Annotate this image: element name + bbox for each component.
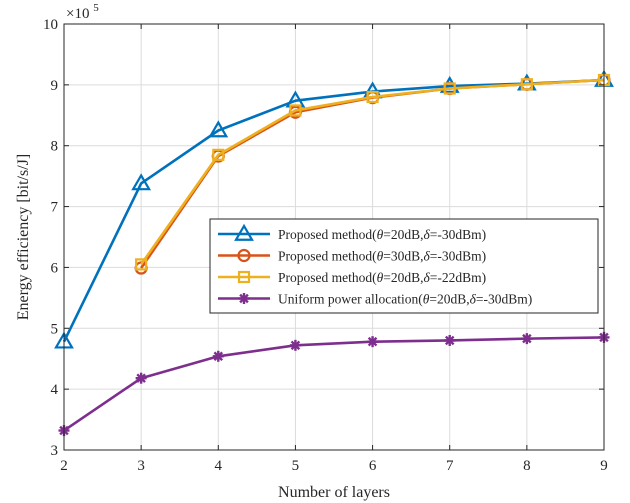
- legend-label: Proposed method(θ=20dB,δ=-22dBm): [278, 270, 486, 285]
- legend-label-part: =-30dBm): [430, 249, 486, 264]
- legend-label: Uniform power allocation(θ=20dB,δ=-30dBm…: [278, 292, 532, 307]
- x-tick-label: 4: [215, 458, 223, 474]
- data-point-marker: [135, 258, 148, 271]
- data-point-marker: [131, 173, 152, 191]
- legend-label-part: θ: [423, 292, 430, 307]
- y-tick-label: 6: [51, 260, 59, 276]
- series-line: [140, 78, 605, 266]
- x-tick-label: 5: [292, 458, 300, 474]
- asterisk-core: [138, 375, 144, 381]
- x-tick-label: 2: [60, 458, 68, 474]
- asterisk-core: [241, 296, 247, 301]
- y-tick-label: 8: [51, 139, 59, 155]
- data-point-marker: [212, 148, 225, 161]
- x-axis-title: Number of layers: [278, 484, 390, 501]
- asterisk-core: [447, 338, 452, 343]
- data-point-marker: [208, 120, 229, 138]
- legend-label: Proposed method(θ=20dB,δ=-30dBm): [278, 227, 486, 242]
- legend-entry: Proposed method(θ=30dB,δ=-30dBm): [218, 249, 486, 264]
- legend-label-part: δ: [424, 249, 431, 264]
- y-tick-label: 5: [51, 321, 59, 337]
- legend-label-part: =-22dBm): [430, 270, 486, 285]
- legend-label-part: =20dB,: [383, 227, 423, 242]
- legend-label-part: θ: [377, 249, 384, 264]
- legend-label: Proposed method(θ=30dB,δ=-30dBm): [278, 249, 486, 264]
- data-point-marker: [289, 339, 301, 351]
- legend-swatch-marker: [237, 270, 251, 284]
- legend-label-part: Uniform power allocation(: [278, 292, 423, 307]
- asterisk-core: [216, 354, 221, 359]
- y-exponent-base: ×10: [66, 6, 89, 22]
- legend-label-part: =-30dBm): [430, 227, 486, 242]
- legend: Proposed method(θ=20dB,δ=-30dBm)Proposed…: [209, 218, 599, 314]
- legend-label-part: =20dB,: [383, 270, 423, 285]
- asterisk-core: [293, 343, 298, 348]
- legend-label-part: Proposed method(: [278, 270, 377, 285]
- legend-label-part: θ: [377, 270, 384, 285]
- y-tick-label: 10: [43, 17, 58, 33]
- legend-swatch-marker: [234, 223, 254, 241]
- legend-label-part: Proposed method(: [278, 249, 377, 264]
- data-point-marker: [521, 333, 533, 345]
- series-3: [135, 73, 611, 271]
- asterisk-core: [370, 339, 375, 344]
- data-point-marker: [135, 372, 147, 384]
- y-axis-title: Energy efficiency [bit/s/J]: [15, 154, 32, 320]
- legend-swatch-marker: [237, 248, 251, 263]
- legend-entry: Uniform power allocation(θ=20dB,δ=-30dBm…: [218, 292, 532, 307]
- data-point-marker: [443, 82, 456, 95]
- legend-label-part: δ: [424, 227, 431, 242]
- legend-label-part: =20dB,: [429, 292, 469, 307]
- y-exponent-label: ×10 5: [66, 2, 99, 22]
- asterisk-core: [524, 336, 530, 341]
- data-point-marker: [212, 350, 224, 362]
- y-tick-label: 7: [51, 200, 59, 216]
- x-tick-label: 9: [600, 458, 608, 474]
- legend-label-part: θ: [377, 227, 384, 242]
- data-point-marker: [444, 334, 456, 346]
- y-exponent-power: 5: [93, 2, 99, 14]
- x-tick-label: 7: [446, 458, 454, 474]
- y-tick-label: 9: [51, 78, 59, 94]
- x-tick-label: 8: [523, 458, 531, 474]
- legend-label-part: Proposed method(: [278, 227, 377, 242]
- legend-label-part: δ: [470, 292, 477, 307]
- legend-label-part: δ: [424, 270, 431, 285]
- series-4: [58, 331, 610, 437]
- data-point-marker: [366, 90, 379, 104]
- plot-frame: [63, 23, 605, 451]
- data-point-marker: [520, 78, 533, 91]
- x-tick-label: 3: [137, 458, 145, 474]
- data-point-marker: [367, 336, 379, 348]
- data-point-marker: [289, 104, 302, 117]
- y-tick-label: 3: [51, 443, 59, 459]
- legend-label-part: =30dB,: [383, 249, 423, 264]
- y-tick-label: 4: [51, 382, 59, 398]
- x-tick-label: 6: [369, 458, 377, 474]
- legend-label-part: =-30dBm): [476, 292, 532, 307]
- legend-entry: Proposed method(θ=20dB,δ=-22dBm): [218, 270, 486, 285]
- legend-swatch-marker: [238, 293, 250, 304]
- legend-entry: Proposed method(θ=20dB,δ=-30dBm): [218, 223, 486, 242]
- series-line: [63, 336, 605, 432]
- legend-box: [209, 218, 599, 314]
